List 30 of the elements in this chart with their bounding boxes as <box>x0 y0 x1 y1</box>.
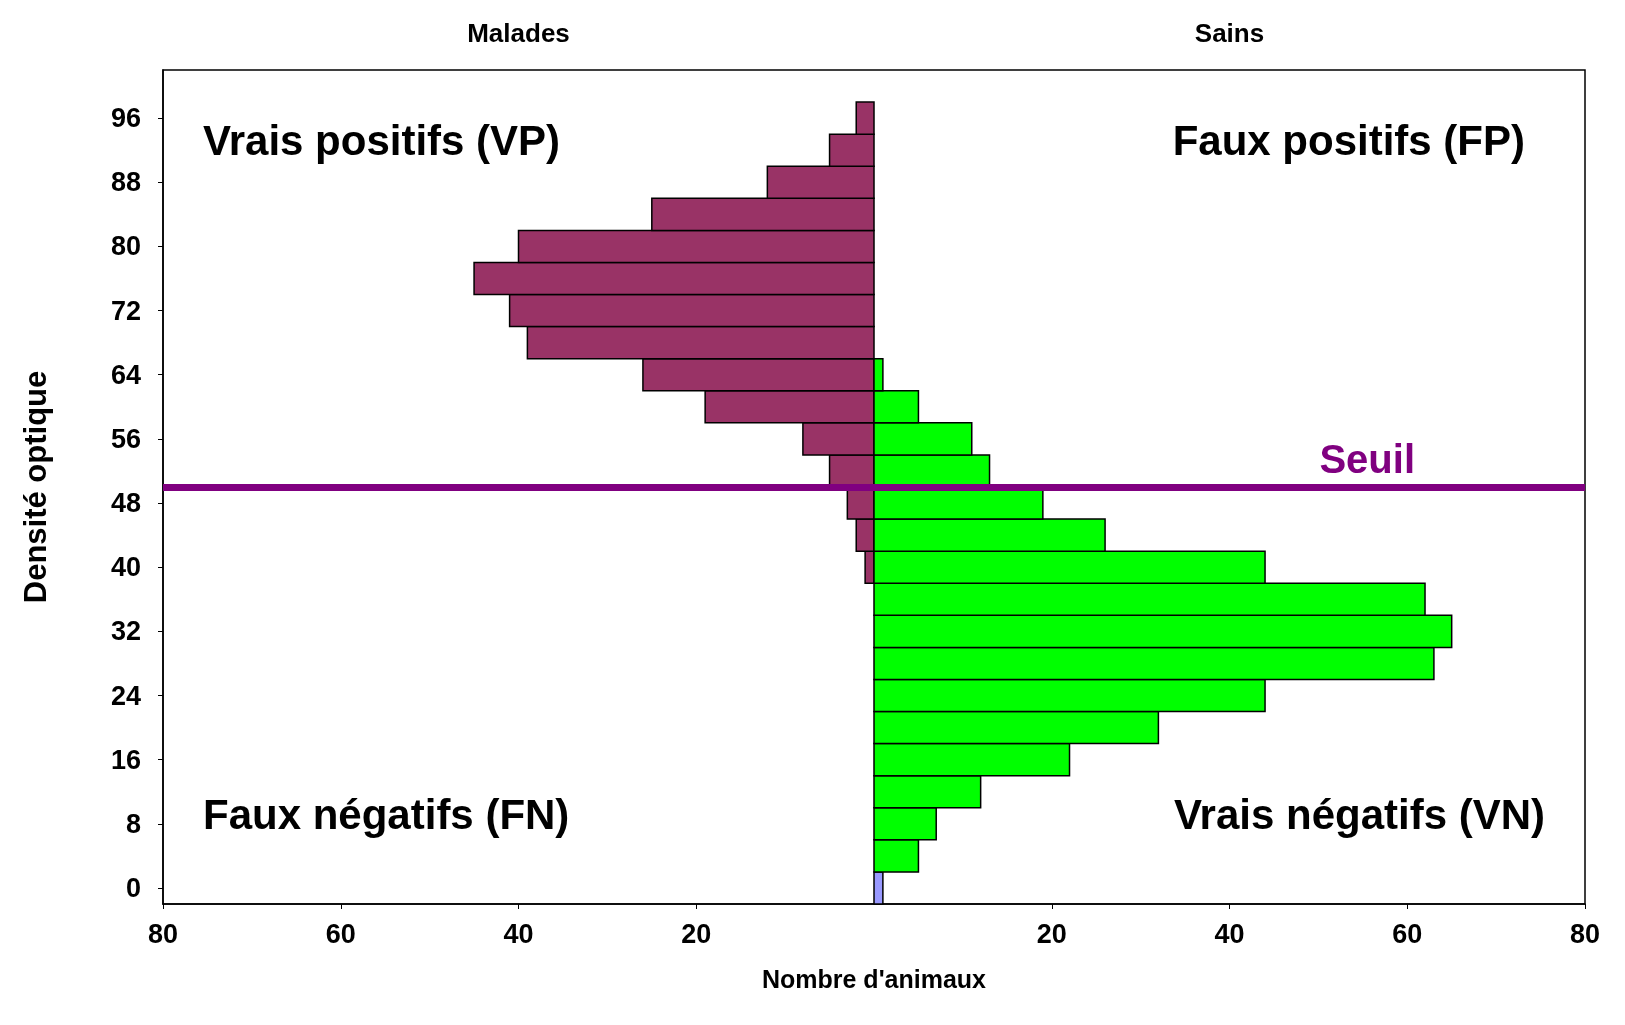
annotation: Vrais positifs (VP) <box>203 116 561 164</box>
annotation: Faux négatifs (FN) <box>203 790 570 838</box>
x-tick-label: 80 <box>1569 918 1601 949</box>
y-tick-label: 64 <box>110 359 141 390</box>
y-tick-label: 24 <box>110 680 141 711</box>
y-axis-title: Densité optique <box>18 370 53 604</box>
y-tick-label: 48 <box>110 488 141 519</box>
x-tick-label: 40 <box>1214 918 1245 949</box>
y-tick-label: 72 <box>110 295 141 326</box>
y-tick-label: 8 <box>125 808 141 839</box>
x-tick-label: 60 <box>325 918 356 949</box>
x-tick-label: 60 <box>1392 918 1423 949</box>
annotation: Faux positifs (FP) <box>1172 116 1525 164</box>
x-tick-label: 20 <box>681 918 712 949</box>
x-tick-label: 40 <box>503 918 534 949</box>
y-tick-label: 32 <box>110 616 141 647</box>
y-tick-label: 40 <box>110 552 141 583</box>
text: Malades <box>467 18 570 48</box>
y-tick-label: 96 <box>110 103 141 134</box>
x-tick-label: 20 <box>1036 918 1067 949</box>
x-tick-label: 80 <box>147 918 179 949</box>
annotation: Vrais négatifs (VN) <box>1173 790 1545 838</box>
y-tick-label: 88 <box>110 167 141 198</box>
text: Sains <box>1194 18 1265 48</box>
ref-line-label: Seuil <box>1319 437 1415 481</box>
y-tick-label: 80 <box>110 231 141 262</box>
y-tick-label: 0 <box>125 872 141 903</box>
y-tick-label: 16 <box>110 744 141 775</box>
y-tick-label: 56 <box>110 423 141 454</box>
x-axis-title: Nombre d'animaux <box>761 964 987 993</box>
